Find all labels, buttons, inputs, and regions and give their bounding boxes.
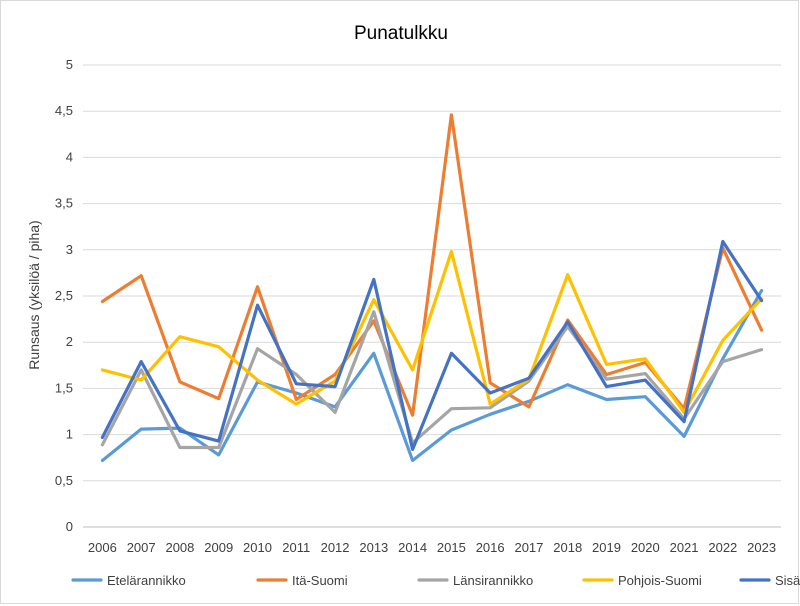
legend-item: Länsirannikko	[417, 573, 533, 588]
chart-title: Punatulkku	[354, 23, 448, 44]
y-tick-label: 5	[66, 57, 73, 72]
y-tick-label: 0	[66, 519, 73, 534]
x-tick-label: 2007	[127, 540, 156, 555]
x-tick-label: 2009	[204, 540, 233, 555]
legend-label: Länsirannikko	[453, 573, 533, 588]
x-tick-label: 2006	[88, 540, 117, 555]
y-tick-label: 1,5	[55, 380, 73, 395]
legend-label: Etelärannikko	[107, 573, 186, 588]
x-tick-label: 2012	[321, 540, 350, 555]
x-tick-label: 2010	[243, 540, 272, 555]
y-tick-label: 3,5	[55, 196, 73, 211]
series-line-4	[100, 239, 764, 451]
x-axis-ticks: 2006 2007 2008 2009 2010 2011 2012 2013 2014 2015…	[88, 540, 776, 555]
y-axis-title: Runsaus (yksilöä / piha)	[26, 220, 42, 369]
legend-label: Sisä-Suomi	[775, 573, 800, 588]
series-line-2	[100, 310, 764, 450]
x-tick-label: 2017	[514, 540, 543, 555]
y-tick-label: 1	[66, 427, 73, 442]
y-tick-label: 2	[66, 334, 73, 349]
gridlines	[83, 64, 781, 528]
y-tick-label: 0,5	[55, 473, 73, 488]
legend-item: Etelärannikko	[71, 573, 186, 588]
x-tick-label: 2014	[398, 540, 427, 555]
x-tick-label: 2018	[553, 540, 582, 555]
x-tick-label: 2023	[747, 540, 776, 555]
x-tick-label: 2022	[708, 540, 737, 555]
x-tick-label: 2013	[359, 540, 388, 555]
y-tick-label: 3	[66, 242, 73, 257]
series-line-1	[100, 113, 764, 417]
y-tick-label: 4,5	[55, 103, 73, 118]
x-tick-label: 2019	[592, 540, 621, 555]
x-tick-label: 2021	[670, 540, 699, 555]
x-tick-label: 2016	[476, 540, 505, 555]
legend-item: Sisä-Suomi	[739, 573, 800, 588]
y-tick-label: 2,5	[55, 288, 73, 303]
x-tick-label: 2011	[282, 540, 310, 555]
legend-item: Itä-Suomi	[256, 573, 348, 588]
series-line-3	[100, 250, 764, 414]
legend-label: Pohjois-Suomi	[618, 573, 702, 588]
legend-label: Itä-Suomi	[292, 573, 348, 588]
y-axis-ticks: 0 0,5 1 1,5 2 2,5 3 3,5 4 4,5 5	[55, 57, 73, 534]
y-tick-label: 4	[66, 149, 73, 164]
x-tick-label: 2020	[631, 540, 660, 555]
series-lines	[100, 113, 764, 463]
legend-item: Pohjois-Suomi	[582, 573, 702, 588]
legend: Etelärannikko Itä-Suomi Länsirannikko Pohjo…	[71, 573, 800, 588]
series-line-0	[100, 288, 764, 463]
x-tick-label: 2015	[437, 540, 466, 555]
x-tick-label: 2008	[165, 540, 194, 555]
